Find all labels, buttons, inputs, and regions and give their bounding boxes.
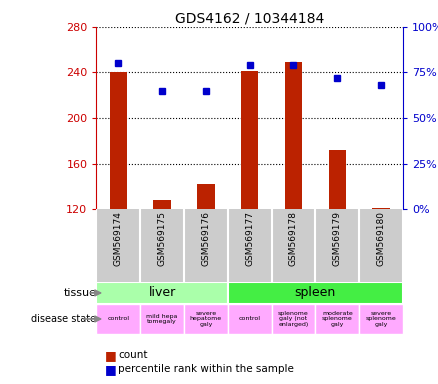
Bar [228, 304, 272, 334]
Text: percentile rank within the sample: percentile rank within the sample [118, 364, 294, 374]
Bar [372, 208, 390, 209]
Text: GSM569175: GSM569175 [158, 211, 166, 266]
Text: control: control [239, 316, 261, 321]
Bar [241, 71, 258, 209]
Text: control: control [107, 316, 129, 321]
Bar [96, 304, 140, 334]
Text: ■: ■ [105, 363, 117, 376]
Bar [328, 150, 346, 209]
Text: GSM569176: GSM569176 [201, 211, 210, 266]
Bar [110, 73, 127, 209]
Text: tissue: tissue [64, 288, 96, 298]
Bar [272, 304, 315, 334]
Text: splenome
galy (not
enlarged): splenome galy (not enlarged) [278, 311, 309, 327]
Text: moderate
splenome
galy: moderate splenome galy [322, 311, 353, 327]
Text: disease state: disease state [31, 314, 96, 324]
Text: severe
hepatome
galy: severe hepatome galy [190, 311, 222, 327]
Bar [184, 304, 228, 334]
Title: GDS4162 / 10344184: GDS4162 / 10344184 [175, 12, 324, 26]
Bar [285, 62, 302, 209]
Text: GSM569180: GSM569180 [377, 211, 385, 266]
Bar [228, 282, 403, 304]
Text: count: count [118, 350, 148, 360]
Text: GSM569174: GSM569174 [114, 211, 123, 266]
Text: spleen: spleen [295, 286, 336, 300]
Text: mild hepa
tomegaly: mild hepa tomegaly [146, 314, 178, 324]
Bar [140, 304, 184, 334]
Text: liver: liver [148, 286, 176, 300]
Text: GSM569177: GSM569177 [245, 211, 254, 266]
Bar [96, 282, 228, 304]
Bar [197, 184, 215, 209]
Bar [359, 304, 403, 334]
Bar [153, 200, 171, 209]
Text: severe
splenome
galy: severe splenome galy [366, 311, 396, 327]
Text: GSM569179: GSM569179 [333, 211, 342, 266]
Text: GSM569178: GSM569178 [289, 211, 298, 266]
Bar [315, 304, 359, 334]
Text: ■: ■ [105, 349, 117, 362]
